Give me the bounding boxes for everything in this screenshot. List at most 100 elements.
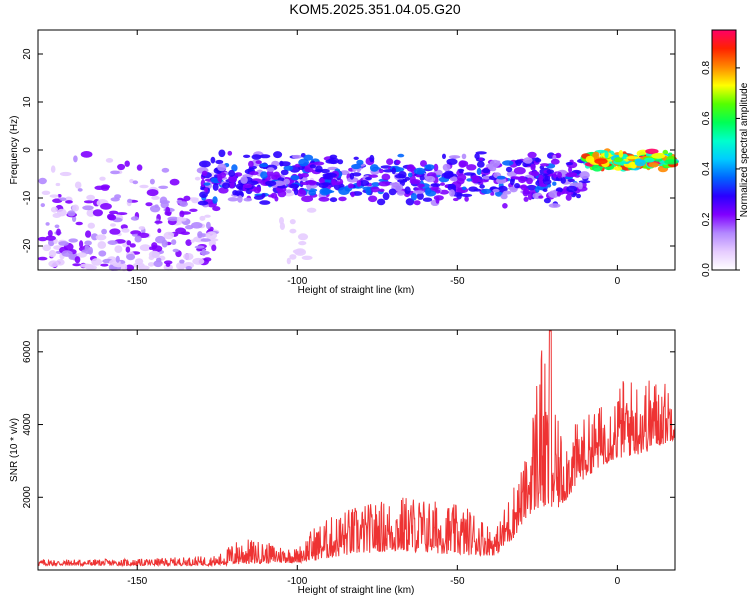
spectrogram-ylabel: Frequency (Hz) bbox=[9, 116, 20, 185]
heatmap-cell bbox=[509, 177, 515, 186]
heatmap-cell bbox=[42, 244, 51, 252]
heatmap-cell bbox=[211, 244, 217, 252]
heatmap-cell bbox=[147, 262, 155, 267]
heatmap-cell bbox=[228, 175, 238, 183]
heatmap-cell bbox=[126, 240, 132, 246]
heatmap-cell bbox=[286, 189, 292, 194]
heatmap-cell bbox=[270, 192, 278, 199]
heatmap-cell bbox=[72, 263, 81, 267]
heatmap-cell bbox=[87, 265, 97, 270]
heatmap-cell bbox=[218, 187, 229, 194]
heatmap-cell bbox=[72, 215, 77, 222]
heatmap-cell bbox=[87, 222, 96, 229]
heatmap-cell bbox=[149, 178, 155, 185]
heatmap-cell bbox=[251, 154, 262, 160]
heatmap-cell bbox=[109, 210, 119, 215]
heatmap-cell bbox=[410, 192, 418, 201]
heatmap-cell bbox=[75, 221, 83, 226]
heatmap-cell bbox=[259, 163, 269, 168]
snr-chart: -150 -100 -50 0 2000 4000 6000 Height of strai… bbox=[9, 329, 676, 596]
heatmap-cell bbox=[456, 173, 467, 182]
colorbar-ticks: 0.0 0.2 0.4 0.6 0.8 bbox=[701, 61, 740, 277]
heatmap-cell bbox=[85, 230, 92, 238]
heatmap-cell bbox=[157, 228, 162, 233]
heatmap-cell bbox=[420, 160, 427, 167]
snr-ylabel: SNR (10 * v/v) bbox=[9, 418, 20, 482]
heatmap-cell bbox=[298, 158, 309, 167]
heatmap-cell bbox=[194, 245, 205, 249]
heatmap-cell bbox=[125, 246, 131, 253]
heatmap-cell bbox=[466, 178, 473, 182]
heatmap-cell bbox=[296, 189, 307, 197]
heatmap-cell bbox=[49, 194, 59, 198]
heatmap-cell bbox=[153, 260, 163, 268]
heatmap-cell bbox=[48, 239, 55, 247]
heatmap-cell bbox=[476, 167, 482, 176]
heatmap-cell bbox=[514, 159, 524, 164]
heatmap-cell bbox=[452, 156, 457, 160]
heatmap-cell bbox=[338, 187, 350, 195]
heatmap-cell bbox=[117, 163, 126, 171]
heatmap-cell bbox=[37, 256, 48, 261]
heatmap-cell bbox=[479, 184, 485, 189]
heatmap-cell bbox=[442, 163, 451, 172]
heatmap-cell bbox=[378, 188, 385, 192]
heatmap-cell bbox=[634, 159, 646, 167]
heatmap-cell bbox=[57, 194, 62, 198]
heatmap-cell bbox=[204, 214, 211, 218]
heatmap-cell bbox=[425, 175, 436, 183]
heatmap-cell bbox=[253, 195, 264, 200]
heatmap-cell bbox=[560, 177, 566, 184]
heatmap-cell bbox=[664, 159, 678, 165]
heatmap-cell bbox=[260, 171, 268, 179]
snr-series-line bbox=[37, 330, 676, 568]
heatmap-cell bbox=[91, 258, 102, 266]
heatmap-cell bbox=[459, 169, 463, 174]
heatmap-cell bbox=[542, 188, 548, 192]
heatmap-cell bbox=[365, 176, 372, 181]
heatmap-cell bbox=[539, 183, 548, 187]
heatmap-cell bbox=[592, 151, 600, 160]
heatmap-cell bbox=[496, 160, 501, 165]
heatmap-cell bbox=[434, 189, 441, 194]
heatmap-cell bbox=[148, 250, 160, 259]
heatmap-cell bbox=[201, 170, 208, 177]
heatmap-cell bbox=[397, 153, 405, 158]
heatmap-cell bbox=[292, 154, 303, 159]
heatmap-cell bbox=[165, 262, 171, 267]
heatmap-cell bbox=[470, 175, 481, 184]
heatmap-cell bbox=[132, 180, 139, 185]
heatmap-cell bbox=[286, 257, 291, 265]
heatmap-cell bbox=[105, 158, 114, 163]
heatmap-cell bbox=[217, 174, 223, 183]
heatmap-cell bbox=[279, 217, 284, 225]
heatmap-cell bbox=[301, 255, 313, 260]
heatmap-cell bbox=[129, 243, 136, 248]
heatmap-cell bbox=[318, 196, 330, 202]
heatmap-cell bbox=[183, 195, 191, 201]
heatmap-cell bbox=[388, 188, 397, 196]
heatmap-cell bbox=[205, 231, 218, 240]
heatmap-cell bbox=[510, 176, 519, 180]
heatmap-cell bbox=[95, 234, 107, 241]
heatmap-cell bbox=[550, 158, 560, 165]
colorbar-tick-label: 0.4 bbox=[701, 162, 712, 176]
heatmap-cell bbox=[565, 194, 572, 201]
heatmap-cell bbox=[110, 223, 116, 227]
heatmap-cell bbox=[618, 150, 624, 158]
heatmap-cell bbox=[209, 238, 219, 242]
heatmap-cell bbox=[163, 264, 174, 271]
heatmap-cell bbox=[145, 202, 153, 207]
heatmap-cell bbox=[329, 154, 338, 159]
heatmap-cell bbox=[97, 241, 107, 249]
heatmap-cell bbox=[109, 228, 121, 235]
heatmap-cell bbox=[300, 181, 312, 186]
heatmap-cell bbox=[80, 151, 93, 158]
heatmap-cell bbox=[442, 153, 446, 159]
heatmap-cell bbox=[419, 175, 425, 181]
heatmap-cell bbox=[397, 179, 408, 183]
heatmap-cell bbox=[552, 181, 557, 186]
heatmap-cell bbox=[114, 245, 123, 254]
colorbar-label: Normalized spectral amplitude bbox=[739, 82, 750, 217]
heatmap-cell bbox=[514, 183, 520, 189]
